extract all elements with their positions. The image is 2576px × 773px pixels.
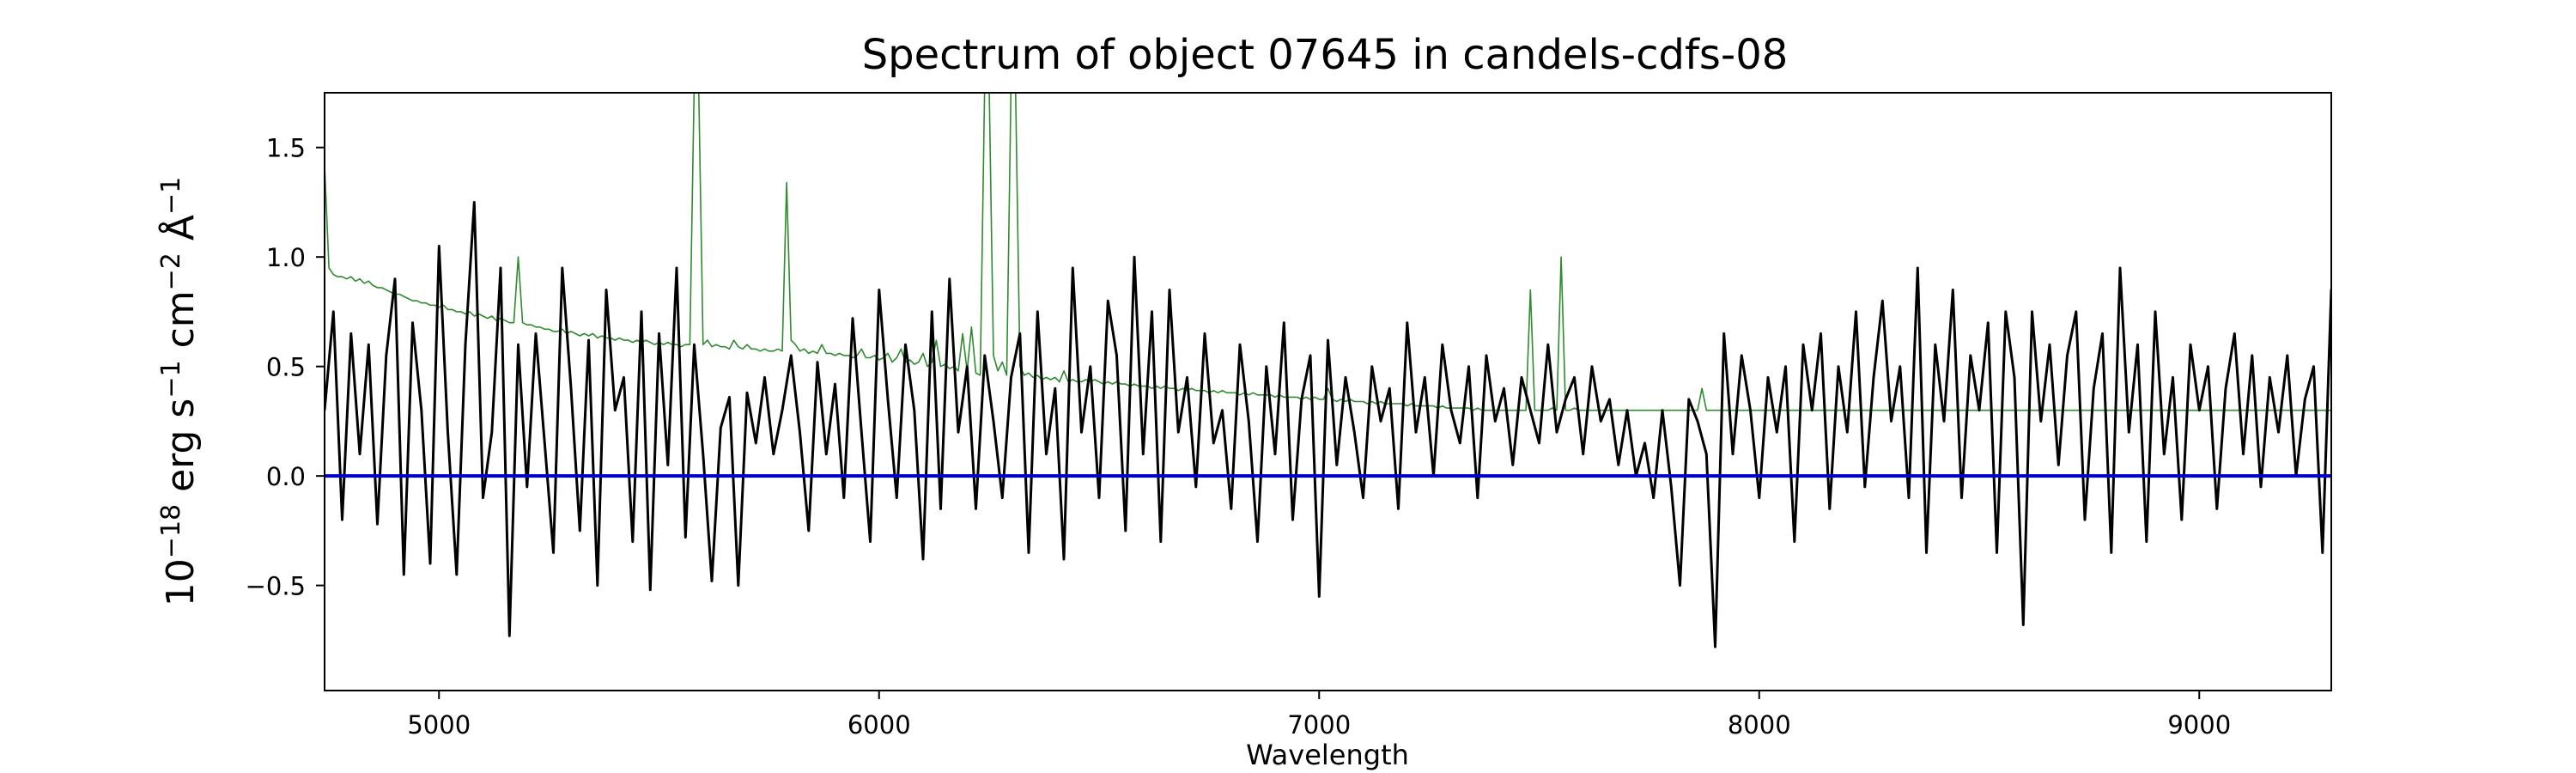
plot-area	[325, 93, 2331, 648]
y-axis-label-base: 10	[159, 558, 203, 606]
y-tick-label: 0.0	[266, 462, 306, 491]
flux-line	[325, 201, 2331, 648]
y-tick-label: 0.5	[266, 353, 306, 382]
error-line	[325, 93, 2331, 411]
y-axis-label-exp3: −1	[156, 177, 186, 215]
x-tick-label: 7000	[1287, 710, 1351, 740]
y-axis-label-unit3: Å	[157, 215, 203, 253]
y-tick-label: −0.5	[246, 572, 306, 601]
y-axis-label: 10−18 erg s−1 cm−2 Å−1	[156, 177, 203, 606]
x-axis: 5000 6000 7000 8000 9000	[407, 691, 2231, 740]
x-tick-label: 9000	[2167, 710, 2231, 740]
flux-series	[325, 201, 2331, 648]
y-axis-label-exp: −18	[156, 504, 186, 558]
y-axis-label-unit1: erg s	[159, 399, 203, 504]
y-axis-label-exp2: −2	[156, 253, 186, 290]
x-tick-label: 5000	[407, 710, 471, 740]
chart-title: Spectrum of object 07645 in candels-cdfs…	[862, 31, 1789, 79]
x-axis-label: Wavelength	[1246, 739, 1409, 771]
y-axis-label-unit2: cm	[159, 290, 203, 360]
y-axis: −0.5 0.0 0.5 1.0 1.5	[246, 134, 325, 601]
error-series	[325, 93, 2331, 411]
plot-frame	[324, 92, 2332, 691]
y-tick-label: 1.5	[266, 134, 306, 163]
y-tick-label: 1.0	[266, 243, 306, 272]
x-tick-label: 8000	[1728, 710, 1791, 740]
y-axis-label-exp1: −1	[156, 360, 186, 398]
x-tick-label: 6000	[848, 710, 911, 740]
